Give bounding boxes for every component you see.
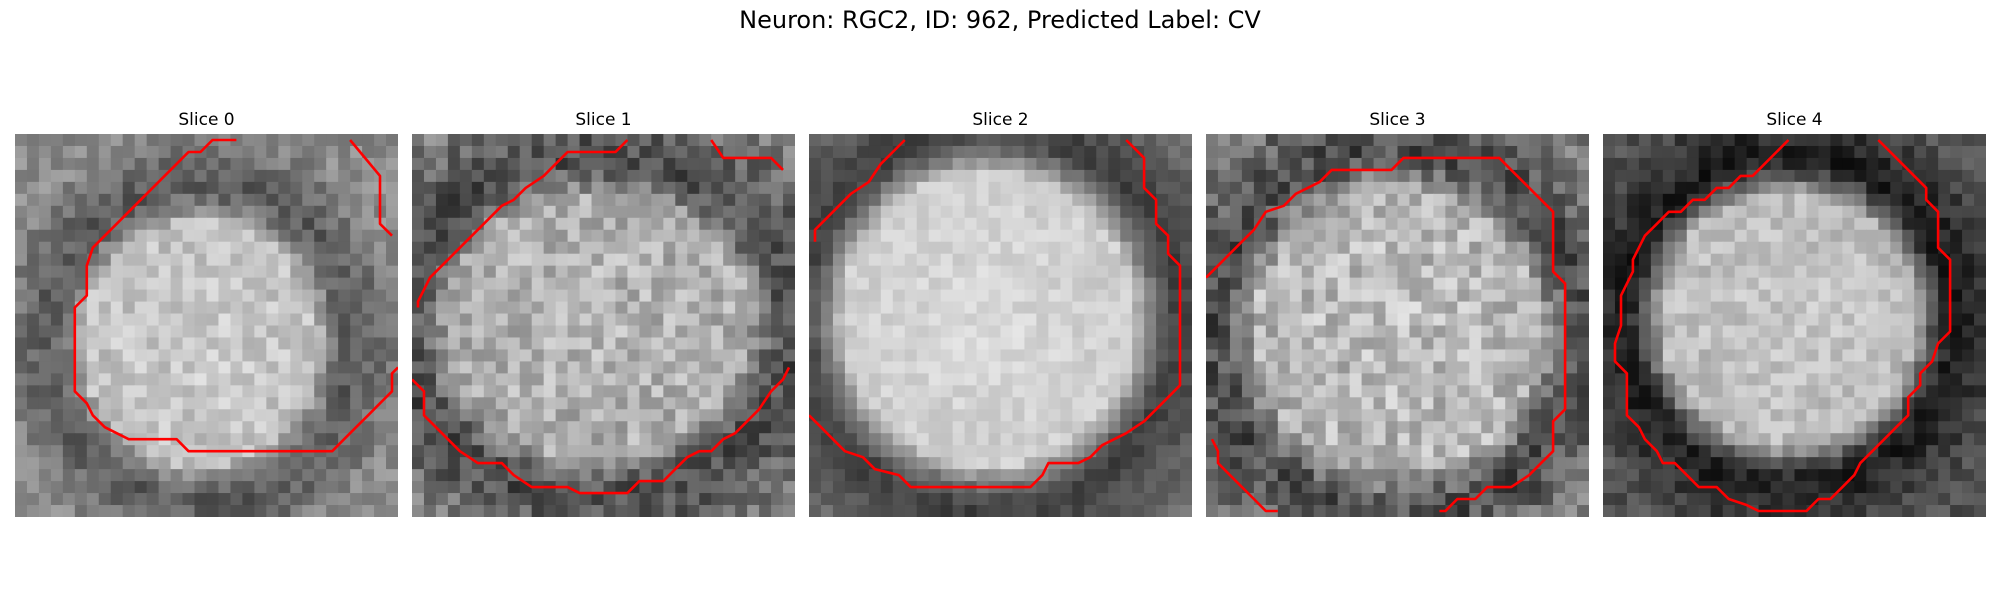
contour-line	[1206, 156, 1567, 513]
micrograph-pixels	[809, 134, 1192, 517]
contour-line	[349, 139, 393, 237]
contour-line	[73, 138, 398, 453]
contour-line	[809, 139, 1182, 489]
slice-image-3	[1206, 134, 1589, 517]
contour-line	[412, 366, 791, 495]
slice-title-3: Slice 3	[1369, 110, 1426, 130]
contour-line	[1613, 139, 1952, 513]
micrograph-pixels	[1206, 134, 1589, 517]
slice-image-1	[412, 134, 795, 517]
contour-line	[710, 139, 784, 171]
contour-line	[1210, 438, 1278, 513]
slice-panel-3	[1206, 134, 1589, 517]
figure-title: Neuron: RGC2, ID: 962, Predicted Label: …	[739, 6, 1261, 34]
slice-image-2	[809, 134, 1192, 517]
contour-line	[416, 139, 629, 308]
slice-title-1: Slice 1	[575, 110, 632, 130]
slice-title-0: Slice 0	[178, 110, 235, 130]
slice-image-0	[15, 134, 398, 517]
slice-panel-1	[412, 134, 795, 517]
slice-title-2: Slice 2	[972, 110, 1029, 130]
slice-panel-0	[15, 134, 398, 517]
slice-image-4	[1603, 134, 1986, 517]
slice-panel-4	[1603, 134, 1986, 517]
slice-title-4: Slice 4	[1766, 110, 1823, 130]
slice-panel-2	[809, 134, 1192, 517]
contour-line	[813, 139, 906, 242]
micrograph-pixels	[15, 134, 398, 517]
micrograph-pixels	[412, 134, 795, 517]
